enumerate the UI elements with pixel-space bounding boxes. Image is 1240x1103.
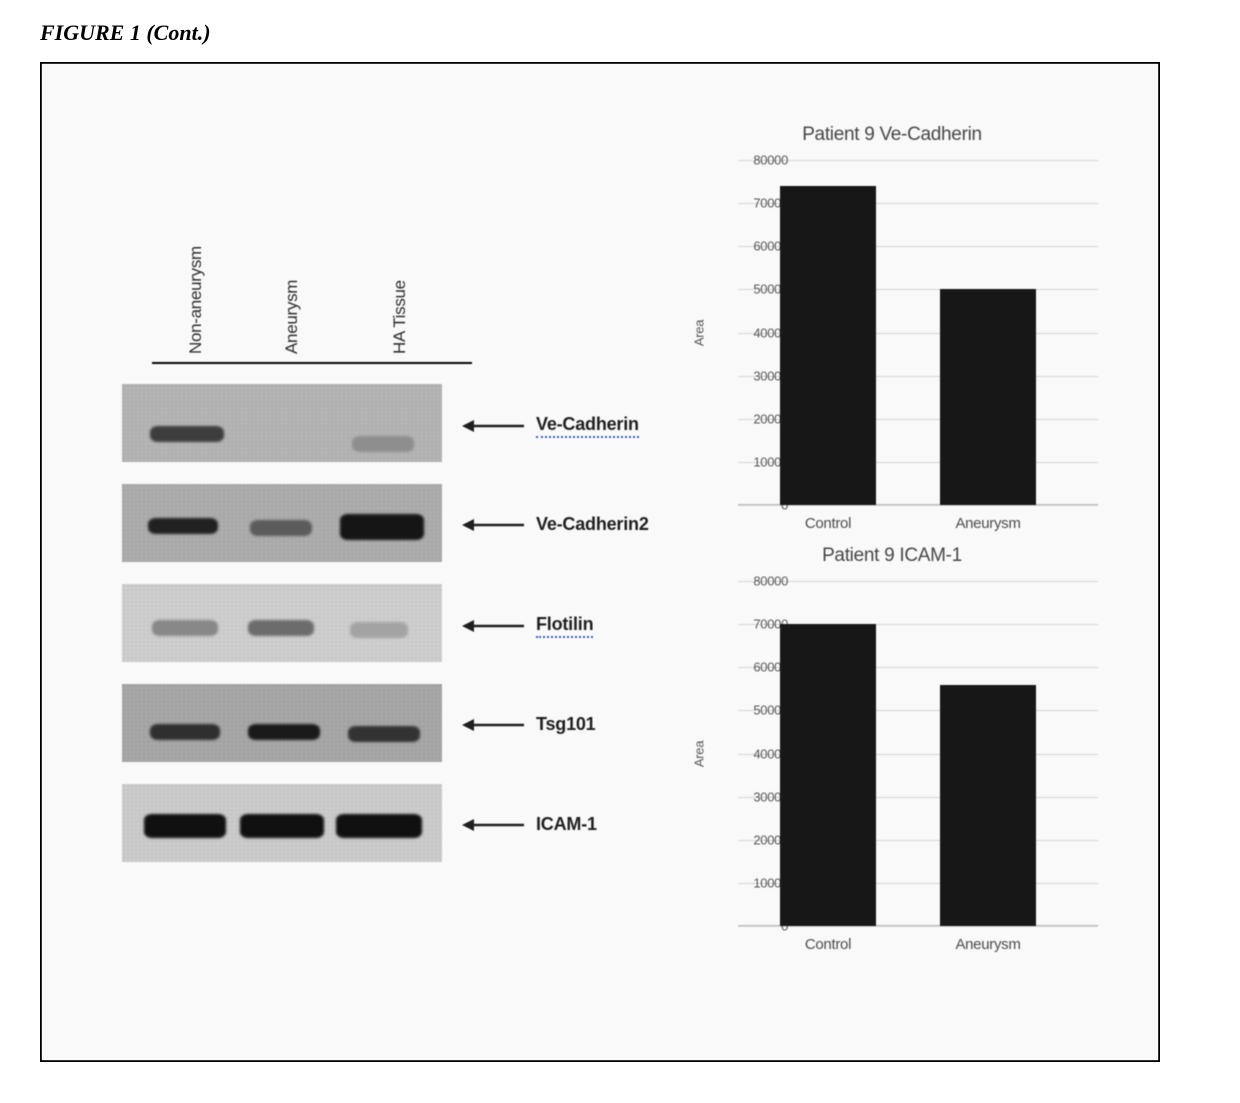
blot-row: Flotilin <box>122 584 442 662</box>
blot-band <box>352 436 414 452</box>
arrow-left-icon <box>462 418 526 434</box>
bar-chart: Patient 9 ICAM-1 Area01000020000300004000… <box>682 545 1102 926</box>
figure-content: Non-aneurysm Aneurysm HA Tissue Ve-Cadheri… <box>42 64 1158 1060</box>
blot-rows: Ve-Cadherin Ve-Cadherin2 Flotilin Tsg101 ICA… <box>122 384 442 884</box>
x-category-label: Control <box>768 515 888 532</box>
gridline <box>738 581 1098 582</box>
protein-arrow: Tsg101 <box>462 714 596 735</box>
x-category-label: Aneurysm <box>928 515 1048 532</box>
lane-label: Aneurysm <box>282 280 302 354</box>
blot-strip <box>122 584 442 662</box>
chart-bar <box>940 685 1036 927</box>
y-tick-label: 40000 <box>728 746 788 761</box>
y-tick-label: 60000 <box>728 660 788 675</box>
blot-strip <box>122 384 442 462</box>
y-axis-label: Area <box>692 740 707 766</box>
blot-strip <box>122 484 442 562</box>
protein-label: Ve-Cadherin2 <box>536 514 649 535</box>
protein-arrow: ICAM-1 <box>462 814 597 835</box>
figure-frame: | Non-aneurysmAneurysmHA Tissue Ve-Cadhe… <box>40 62 1160 1062</box>
protein-arrow: Ve-Cadherin2 <box>462 514 649 535</box>
y-tick-label: 10000 <box>728 875 788 890</box>
blot-band <box>348 726 420 742</box>
y-tick-label: 50000 <box>728 703 788 718</box>
blot-band <box>148 518 218 534</box>
blot-band <box>340 514 424 540</box>
x-category-label: Control <box>768 936 888 953</box>
charts-panel: Patient 9 Ve-CadherinArea010000200003000… <box>682 124 1122 966</box>
y-tick-label: 50000 <box>728 282 788 297</box>
x-category-label: Aneurysm <box>928 936 1048 953</box>
arrow-left-icon <box>462 817 526 833</box>
lane-header-row: Non-aneurysm Aneurysm HA Tissue <box>152 164 472 364</box>
y-axis-label: Area <box>692 319 707 345</box>
blot-band <box>144 814 226 838</box>
y-tick-label: 40000 <box>728 325 788 340</box>
blot-band <box>150 426 224 442</box>
blot-band <box>150 724 220 740</box>
y-tick-label: 0 <box>728 498 788 513</box>
blot-band <box>350 622 408 638</box>
protein-arrow: Ve-Cadherin <box>462 414 639 438</box>
chart-title: Patient 9 ICAM-1 <box>682 545 1102 567</box>
blot-row: Tsg101 <box>122 684 442 762</box>
bar-chart: Patient 9 Ve-Cadherin Area010000200003000… <box>682 124 1102 505</box>
arrow-left-icon <box>462 517 526 533</box>
lane-label: Non-aneurysm <box>186 246 206 354</box>
blot-band <box>152 620 218 636</box>
protein-label: Ve-Cadherin <box>536 414 639 438</box>
y-tick-label: 20000 <box>728 832 788 847</box>
protein-label: Tsg101 <box>536 714 596 735</box>
blot-row: Ve-Cadherin2 <box>122 484 442 562</box>
blot-band <box>336 814 422 838</box>
blot-band <box>248 620 314 636</box>
y-tick-label: 10000 <box>728 454 788 469</box>
protein-label: ICAM-1 <box>536 814 597 835</box>
y-tick-label: 0 <box>728 919 788 934</box>
y-tick-label: 20000 <box>728 411 788 426</box>
blot-strip <box>122 784 442 862</box>
blot-band <box>240 814 324 838</box>
protein-label: Flotilin <box>536 614 593 638</box>
y-tick-label: 80000 <box>728 153 788 168</box>
arrow-left-icon <box>462 717 526 733</box>
chart-title: Patient 9 Ve-Cadherin <box>682 124 1102 146</box>
arrow-left-icon <box>462 618 526 634</box>
chart-bar <box>780 186 876 505</box>
gridline <box>738 160 1098 161</box>
chart-plot-area: Area010000200003000040000500006000070000… <box>738 160 1098 505</box>
figure-title: FIGURE 1 (Cont.) <box>40 20 1200 46</box>
protein-arrow: Flotilin <box>462 614 593 638</box>
blot-band <box>250 520 312 536</box>
blot-band <box>248 724 320 740</box>
y-tick-label: 30000 <box>728 368 788 383</box>
blot-row: ICAM-1 <box>122 784 442 862</box>
y-tick-label: 80000 <box>728 574 788 589</box>
y-tick-label: 70000 <box>728 617 788 632</box>
gridline <box>738 926 1098 927</box>
y-tick-label: 70000 <box>728 196 788 211</box>
chart-bar <box>780 624 876 926</box>
y-tick-label: 30000 <box>728 789 788 804</box>
y-tick-label: 60000 <box>728 239 788 254</box>
blot-strip <box>122 684 442 762</box>
chart-plot-area: Area010000200003000040000500006000070000… <box>738 581 1098 926</box>
gridline <box>738 505 1098 506</box>
chart-bar <box>940 289 1036 505</box>
lane-label: HA Tissue <box>390 280 410 354</box>
blot-row: Ve-Cadherin <box>122 384 442 462</box>
